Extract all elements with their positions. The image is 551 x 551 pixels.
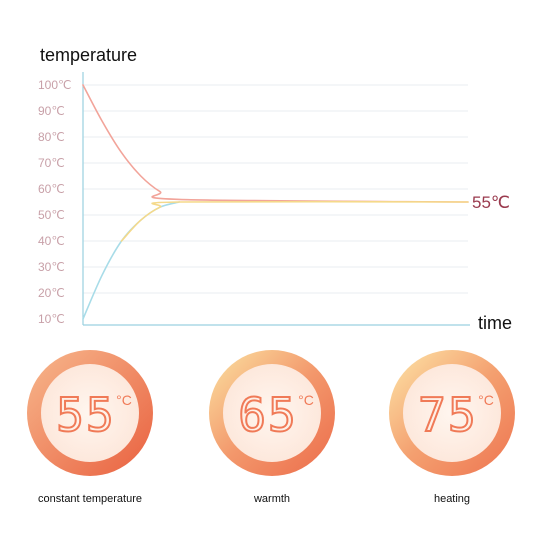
mode-indicator-65: 65 °C — [209, 350, 335, 476]
mode-value: 75 — [418, 388, 477, 442]
mode-unit: °C — [478, 392, 494, 408]
series-line-3 — [120, 200, 469, 242]
mode-value: 55 — [56, 388, 115, 442]
series-line-2 — [82, 201, 181, 320]
y-tick-label: 100℃ — [38, 78, 72, 92]
series-line-1 — [82, 84, 469, 203]
y-tick-label: 10℃ — [38, 312, 65, 326]
mode-value: 65 — [238, 388, 297, 442]
x-axis-title: time — [478, 313, 512, 333]
grid-lines — [83, 84, 468, 294]
y-tick-label: 20℃ — [38, 286, 65, 300]
mode-label-warmth: warmth — [253, 493, 291, 505]
mode-label-constant-temperature: constant temperature — [38, 493, 142, 505]
mode-ring-inner — [223, 364, 321, 462]
y-tick-label: 30℃ — [38, 260, 65, 274]
mode-unit: °C — [116, 392, 132, 408]
mode-indicator-55: 55 °C — [27, 350, 153, 476]
y-tick-label: 80℃ — [38, 130, 65, 144]
mode-indicator-75: 75 °C — [389, 350, 515, 476]
end-value-label: 55℃ — [472, 193, 510, 212]
y-tick-label: 40℃ — [38, 234, 65, 248]
mode-ring-inner — [403, 364, 501, 462]
y-tick-labels: 100℃ 90℃ 80℃ 70℃ 60℃ 50℃ 40℃ 30℃ 20℃ 10℃ — [38, 78, 72, 326]
mode-ring-inner — [41, 364, 139, 462]
mode-label-heating: heating — [433, 493, 471, 505]
y-tick-label: 90℃ — [38, 104, 65, 118]
y-tick-label: 60℃ — [38, 182, 65, 196]
mode-unit: °C — [298, 392, 314, 408]
y-tick-label: 50℃ — [38, 208, 65, 222]
y-axis-title: temperature — [40, 45, 137, 65]
y-tick-label: 70℃ — [38, 156, 65, 170]
series-lines — [82, 84, 469, 320]
mode-indicators: 55 °C 65 °C 75 °C — [27, 350, 515, 476]
